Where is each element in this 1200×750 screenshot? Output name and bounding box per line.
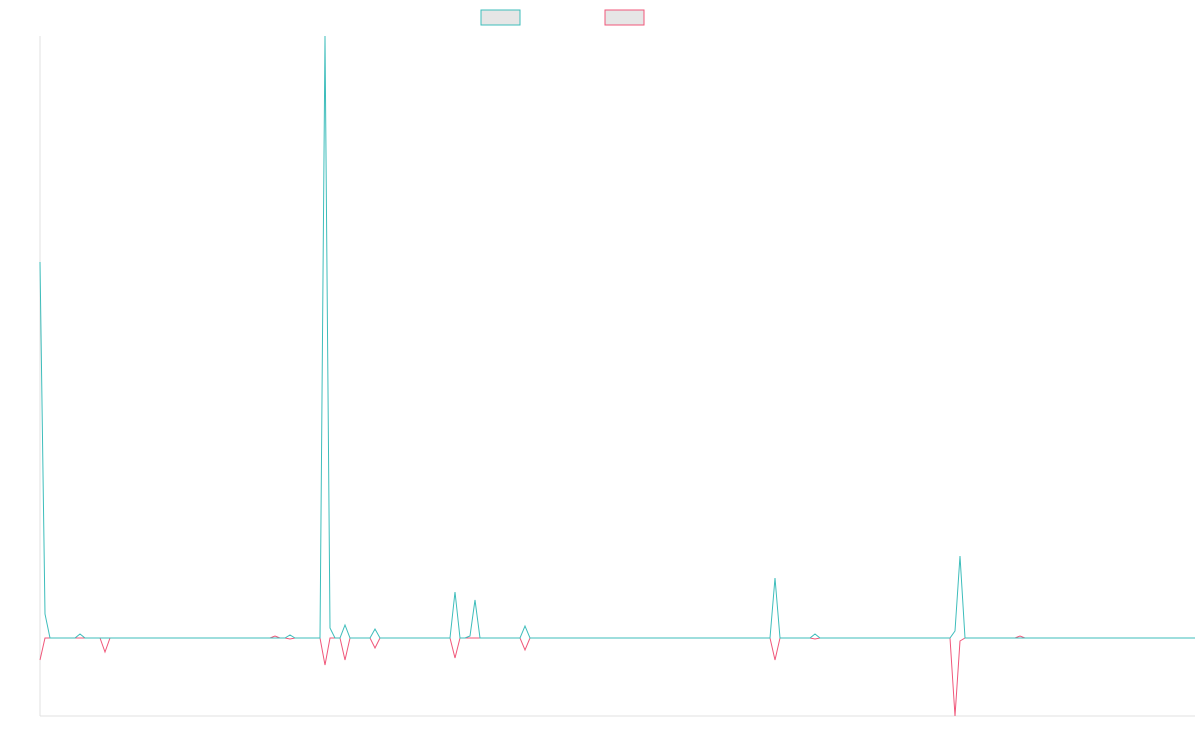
series-line: [39, 35, 1195, 639]
legend-swatch: [604, 9, 645, 26]
legend-swatch: [480, 9, 521, 26]
series-line: [39, 635, 1195, 717]
